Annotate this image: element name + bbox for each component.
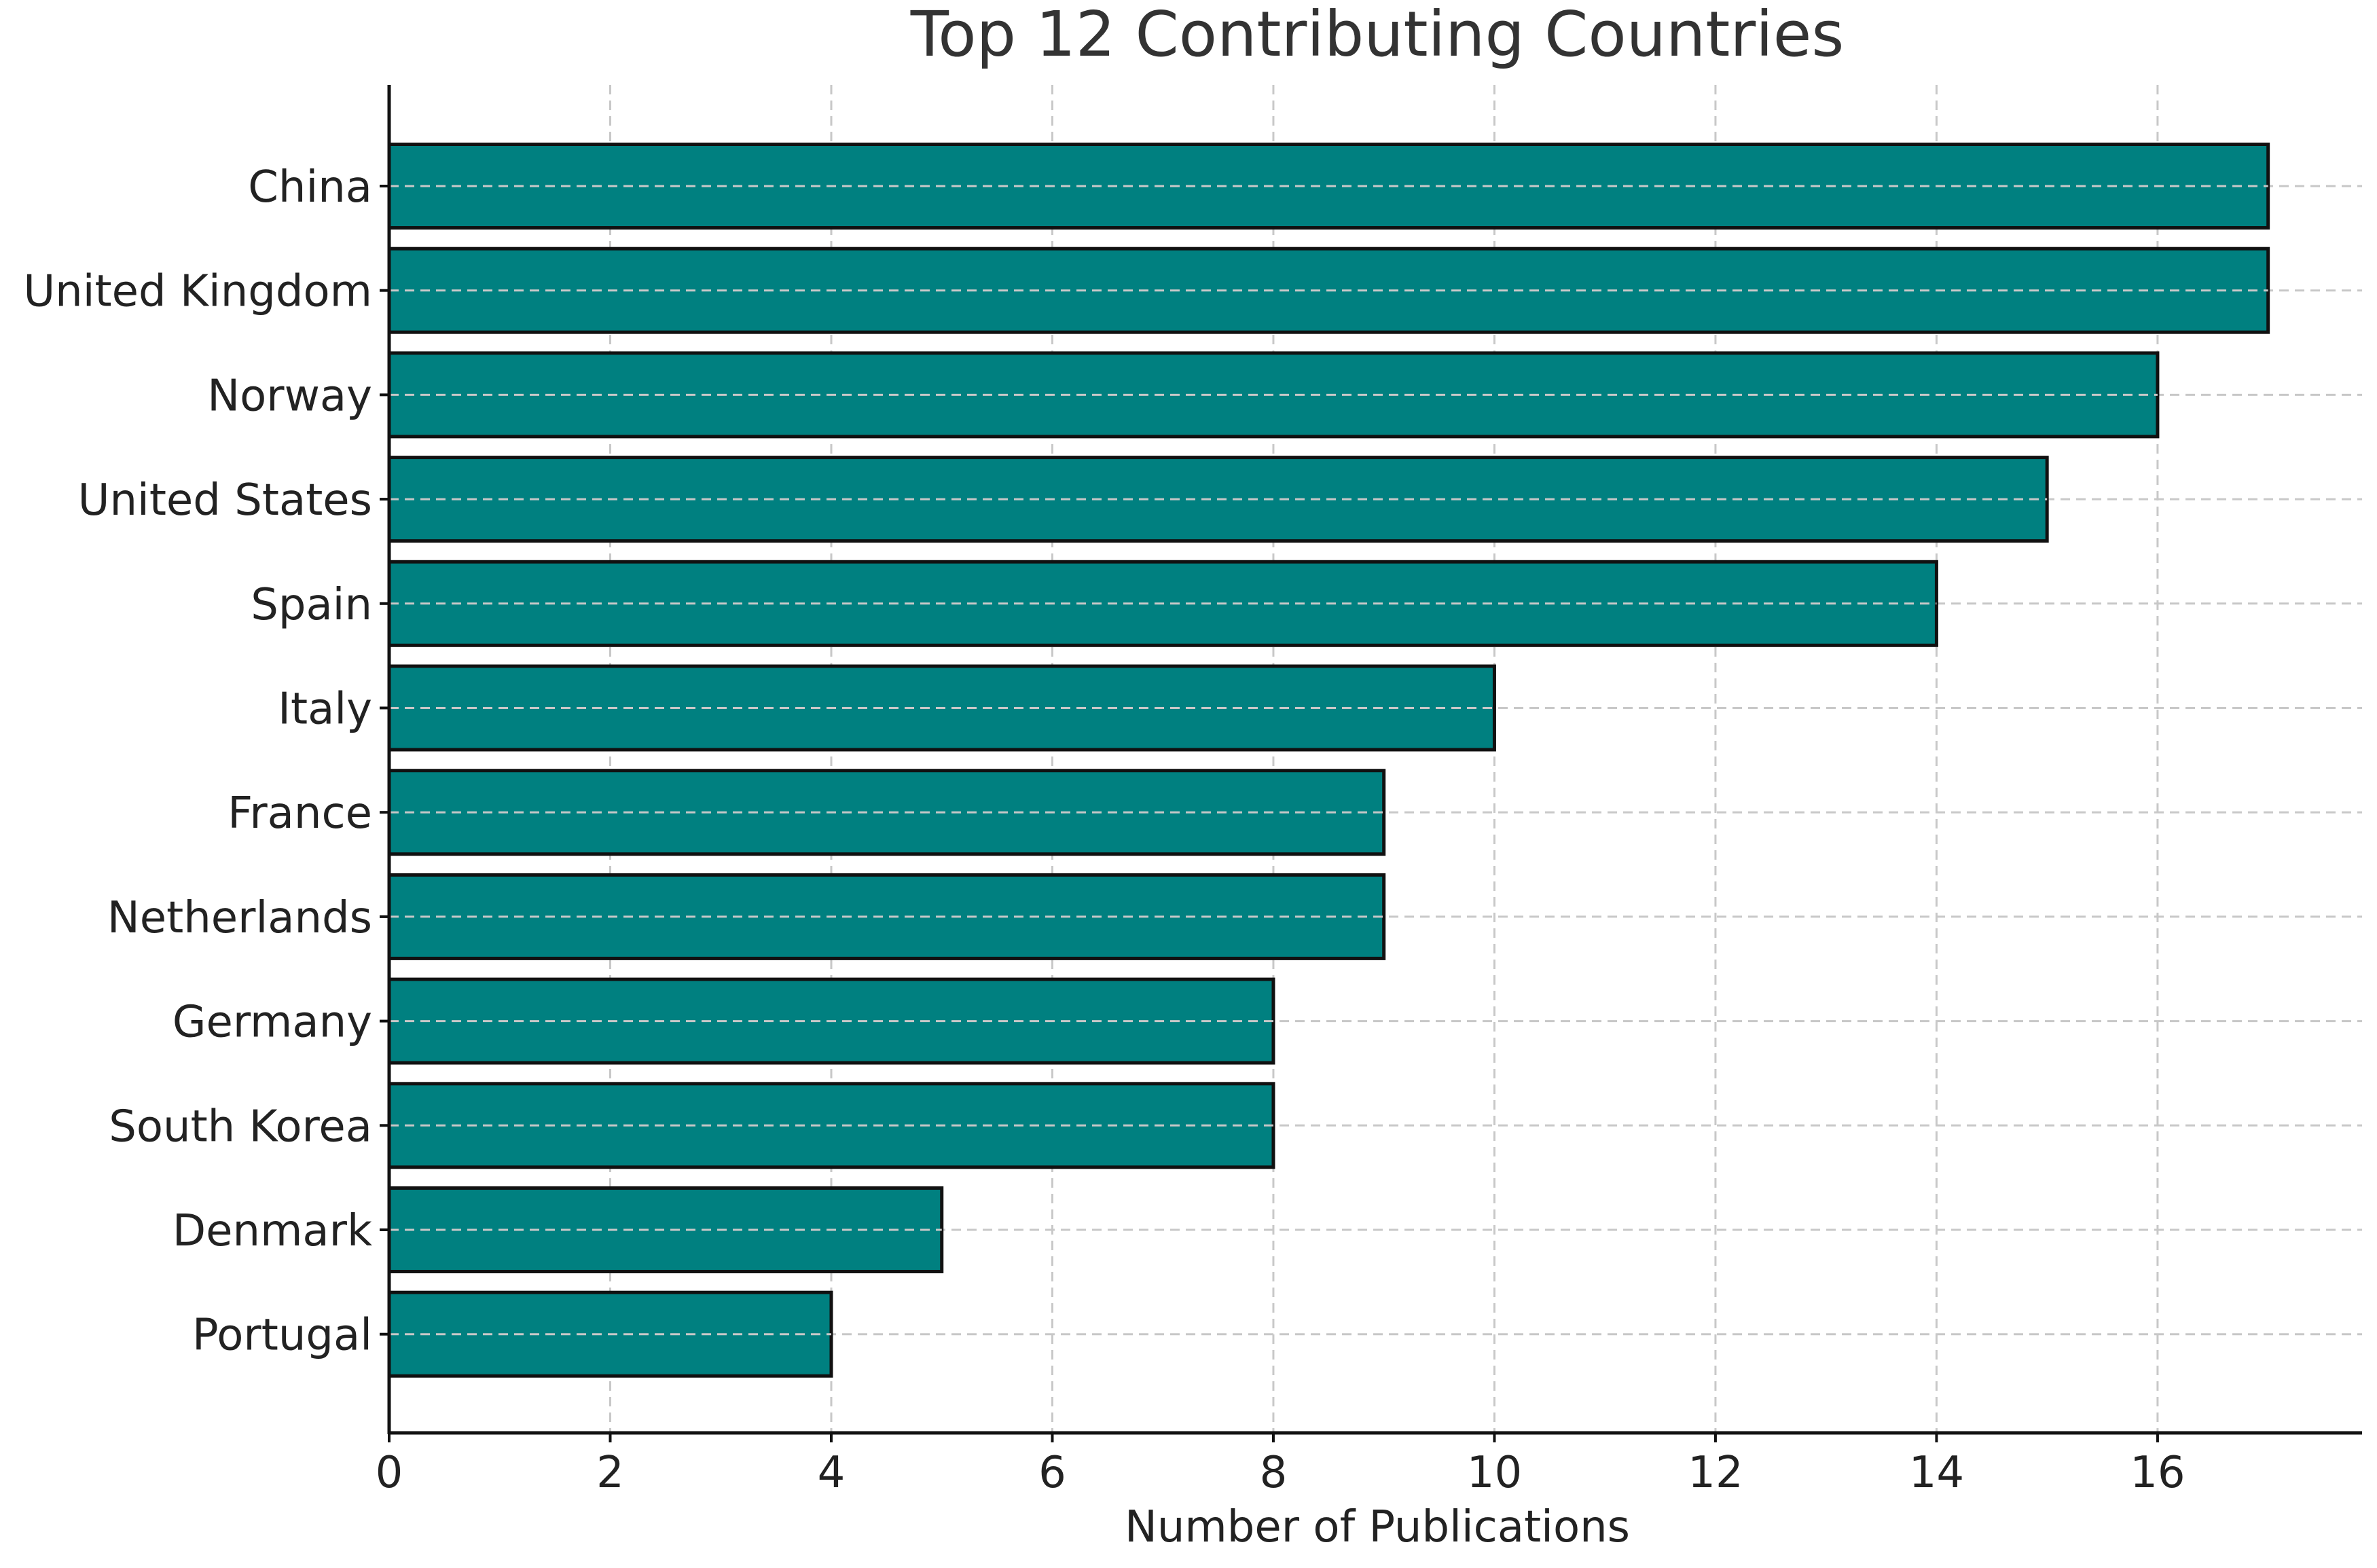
x-tick-label: 10 (1467, 1448, 1522, 1498)
y-tick-label: Portugal (192, 1311, 372, 1361)
x-tick-label: 6 (1038, 1448, 1066, 1498)
bars (387, 143, 2270, 1378)
x-tick-label: 8 (1260, 1448, 1288, 1498)
y-tick-label: China (248, 162, 372, 213)
y-tick-label: Netherlands (107, 893, 372, 943)
y-tick-label: United States (78, 475, 372, 526)
y-tick-label: Spain (251, 580, 372, 630)
x-axis-label: Number of Publications (1125, 1502, 1630, 1552)
x-tick-label: 2 (596, 1448, 624, 1498)
y-tick-label: France (228, 788, 372, 839)
y-tick-label: South Korea (109, 1101, 372, 1152)
y-tick-label: Denmark (173, 1206, 372, 1256)
x-tick-label: 14 (1909, 1448, 1964, 1498)
x-tick-label: 16 (2130, 1448, 2185, 1498)
x-tick-label: 12 (1688, 1448, 1743, 1498)
y-tick-label: United Kingdom (23, 267, 372, 317)
y-tick-label: Italy (278, 685, 372, 735)
x-tick-label: 4 (818, 1448, 846, 1498)
y-tick-label: Norway (207, 371, 372, 421)
y-tick-label: Germany (173, 998, 372, 1048)
chart-title: Top 12 Contributing Countries (910, 0, 1845, 71)
tick-labels: 0 2 4 6 8 10 12 14 16 China United Kingdom Norway Un… (23, 162, 2185, 1498)
axes (380, 85, 2362, 1442)
x-tick-label: 0 (376, 1448, 403, 1498)
